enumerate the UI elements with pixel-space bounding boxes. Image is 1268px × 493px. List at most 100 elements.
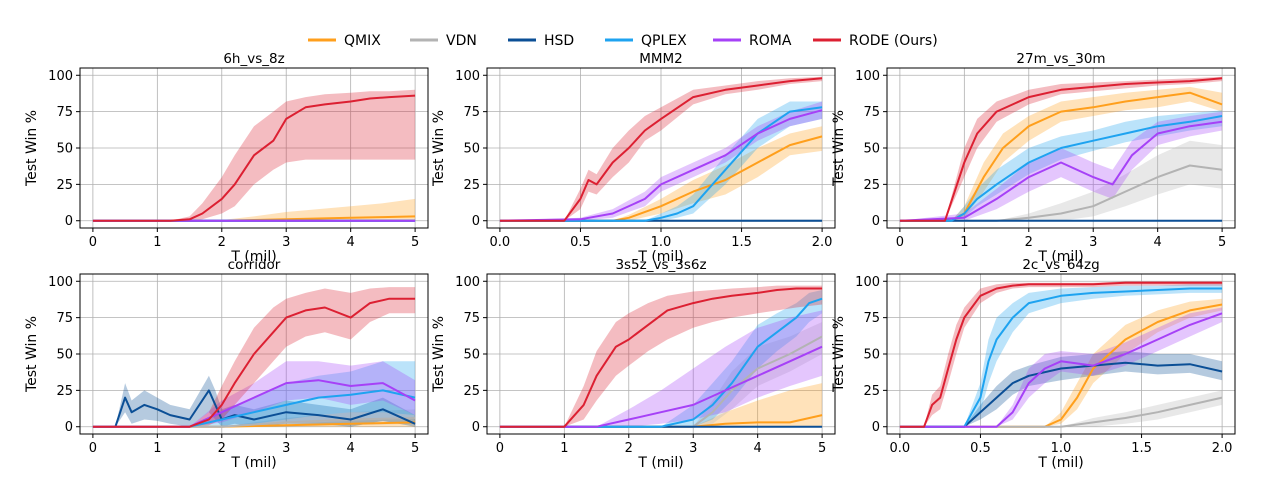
confidence-band: [92, 409, 416, 427]
confidence-band: [899, 111, 1223, 221]
confidence-band: [92, 361, 416, 427]
series-line: [499, 106, 823, 222]
y-tick-label: 100: [855, 69, 880, 84]
series-line: [499, 345, 823, 428]
x-tick-label: 5: [411, 441, 419, 456]
y-tick-label: 75: [863, 311, 880, 326]
y-axis-label: Test Win %: [831, 110, 847, 187]
y-tick-label: 75: [56, 105, 73, 120]
chart-panel: 0.0 0.5 1.0 1.5 2.0 0 25 50 75 100 2c_vs_64zg T (mi…: [831, 257, 1236, 471]
series-line: [92, 297, 416, 428]
confidence-band: [499, 310, 823, 427]
y-tick-label: 0: [872, 420, 880, 435]
x-tick-label: 0: [496, 441, 504, 456]
x-tick-label: 4: [754, 441, 762, 456]
chart-title: 3s5z_vs_3s6z: [615, 257, 706, 273]
x-axis-label: T (mil): [1037, 455, 1083, 471]
y-tick-label: 100: [455, 69, 480, 84]
confidence-band: [92, 361, 416, 427]
series-line: [499, 297, 823, 428]
y-tick-label: 100: [855, 275, 880, 290]
x-tick-label: 0: [89, 235, 97, 250]
y-tick-label: 25: [863, 384, 880, 399]
x-tick-label: 0.5: [570, 235, 591, 250]
y-tick-label: 0: [65, 214, 73, 229]
chart-title: 6h_vs_8z: [223, 51, 284, 67]
legend-entry: HSD: [508, 33, 574, 49]
y-tick-label: 25: [463, 384, 480, 399]
x-tick-label: 0.0: [490, 235, 511, 250]
x-axis-label: T (mil): [1037, 249, 1083, 265]
confidence-band: [899, 284, 1223, 427]
y-tick-label: 50: [863, 142, 880, 157]
x-tick-label: 2: [625, 441, 633, 456]
confidence-band: [899, 110, 1223, 221]
legend-entry: RODE (Ours): [813, 33, 938, 49]
series-line: [899, 287, 1223, 428]
legend-entry: ROMA: [713, 33, 792, 49]
confidence-band: [499, 285, 823, 427]
plot-area: [92, 287, 416, 428]
series-line: [499, 109, 823, 222]
series-line: [899, 361, 1223, 428]
y-axis-label: Test Win %: [831, 316, 847, 393]
y-tick-label: 50: [463, 348, 480, 363]
x-tick-label: 0: [89, 441, 97, 456]
y-tick-label: 25: [463, 178, 480, 193]
series-line: [92, 389, 416, 428]
y-tick-label: 75: [56, 311, 73, 326]
confidence-band: [499, 290, 823, 427]
x-tick-label: 1: [960, 235, 968, 250]
confidence-band: [899, 86, 1223, 221]
y-tick-label: 0: [472, 214, 480, 229]
y-tick-label: 0: [872, 214, 880, 229]
legend-label: QPLEX: [641, 33, 687, 49]
series-line: [899, 303, 1223, 428]
confidence-band: [499, 101, 823, 221]
x-tick-label: 2: [218, 235, 226, 250]
series-line: [499, 287, 823, 428]
x-tick-label: 0: [896, 235, 904, 250]
legend-entry: VDN: [410, 33, 477, 49]
series-line: [92, 94, 416, 222]
y-tick-label: 75: [863, 105, 880, 120]
x-axis-label: T (mil): [230, 455, 276, 471]
confidence-band: [92, 198, 416, 221]
legend: QMIX VDN HSD QPLEX ROMA RODE (Ours): [308, 33, 938, 49]
y-tick-label: 25: [56, 384, 73, 399]
y-tick-label: 50: [463, 142, 480, 157]
x-tick-label: 1.0: [1051, 441, 1072, 456]
plot-area: [92, 89, 416, 222]
y-tick-label: 0: [472, 420, 480, 435]
y-tick-label: 50: [56, 348, 73, 363]
x-tick-label: 4: [1154, 235, 1162, 250]
series-line: [92, 389, 416, 428]
confidence-band: [499, 383, 823, 427]
x-tick-label: 2.0: [1212, 441, 1233, 456]
legend-label: HSD: [544, 33, 574, 49]
x-tick-label: 1: [153, 235, 161, 250]
x-tick-label: 4: [347, 441, 355, 456]
legend-label: ROMA: [749, 33, 792, 49]
x-tick-label: 3: [1089, 235, 1097, 250]
x-tick-label: 1.0: [651, 235, 672, 250]
chart-panel: 0.0 0.5 1.0 1.5 2.0 0 25 50 75 100 MMM2 T (mil) Test…: [431, 51, 836, 265]
x-tick-label: 1.5: [1131, 441, 1152, 456]
x-tick-label: 1: [560, 441, 568, 456]
x-tick-label: 3: [282, 441, 290, 456]
y-tick-label: 100: [48, 275, 73, 290]
x-tick-label: 5: [818, 441, 826, 456]
y-tick-label: 75: [463, 311, 480, 326]
plot-area: [899, 76, 1223, 222]
series-line: [899, 77, 1223, 222]
x-tick-label: 0.0: [890, 441, 911, 456]
x-tick-label: 2.0: [812, 235, 833, 250]
confidence-band: [499, 101, 823, 221]
plot-area: [499, 285, 823, 428]
chart-title: MMM2: [639, 51, 683, 67]
legend-label: RODE (Ours): [849, 33, 938, 49]
